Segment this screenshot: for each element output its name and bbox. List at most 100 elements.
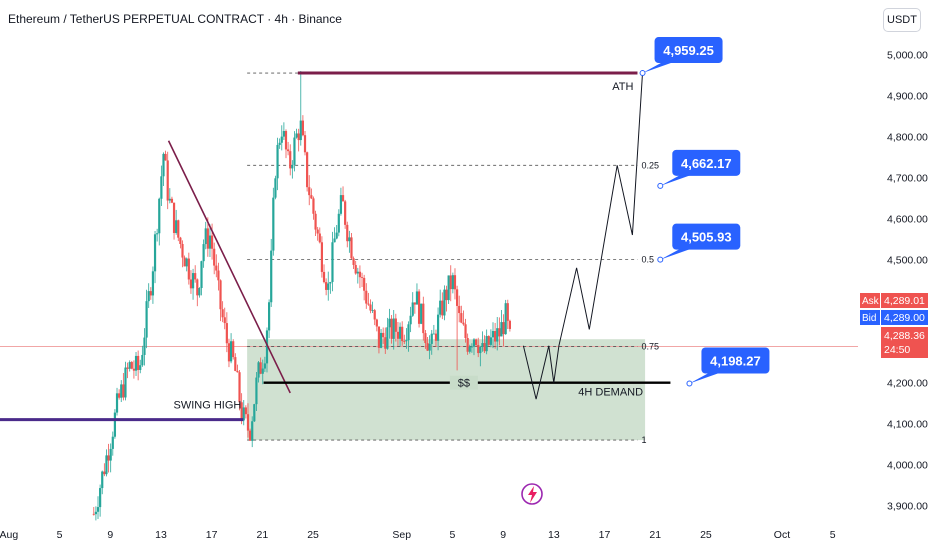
callout-label: 4,505.93 [681, 230, 732, 245]
candle-body [284, 131, 288, 150]
candle-body [337, 213, 340, 233]
candle-body [168, 198, 171, 201]
last-price-tag-bg [881, 327, 928, 358]
callout-anchor [686, 380, 693, 387]
candle-body [99, 488, 102, 508]
callout-pointer [689, 371, 724, 384]
candle-body [468, 346, 471, 352]
candle-body [253, 404, 256, 422]
candle-body [346, 224, 349, 242]
candle-body [506, 303, 509, 321]
candle-body [251, 421, 254, 441]
candle-body [388, 318, 391, 328]
candle-body [149, 291, 152, 296]
candle-countdown: 24:50 [884, 344, 910, 356]
ask-tag-bg [860, 293, 880, 308]
candle-body [358, 271, 362, 278]
candle-body [137, 355, 140, 370]
candle-body [464, 324, 467, 338]
candle-body [158, 198, 161, 234]
candle-body [162, 153, 165, 177]
x-axis-tick-label: 25 [700, 529, 712, 541]
candle-body [434, 333, 438, 341]
candle-body [386, 327, 389, 349]
candle-body [130, 362, 133, 369]
candle-body [477, 345, 480, 354]
candle-body [101, 471, 104, 489]
candle-body [367, 303, 370, 305]
candle-body [270, 250, 273, 303]
candle-body [407, 324, 410, 341]
y-axis-tick-label: 5,000.00 [887, 50, 928, 62]
candle-body [238, 372, 241, 403]
x-axis-tick-label: 5 [450, 529, 456, 541]
candle-body [498, 328, 501, 337]
candle-body [371, 310, 374, 311]
candle-body [331, 242, 334, 282]
x-axis-tick-label: 17 [599, 529, 611, 541]
candle-body [436, 314, 440, 341]
candle-body [215, 265, 218, 271]
currency-badge[interactable]: USDT [883, 8, 921, 32]
candle-body [504, 303, 507, 335]
candle-body [500, 322, 503, 337]
candle-body [160, 176, 163, 199]
fib-level-label: 1 [641, 435, 646, 445]
candle-body [156, 233, 159, 235]
candle-body [246, 414, 250, 431]
candle-body [202, 244, 205, 262]
candle-body [335, 232, 338, 239]
candle-body [107, 455, 110, 461]
callout-box [672, 149, 741, 176]
candle-body [348, 237, 351, 242]
x-axis-tick-label: 9 [500, 529, 506, 541]
candle-body [276, 144, 279, 179]
candle-body [208, 235, 212, 249]
candle-body [356, 271, 359, 274]
candle-body [441, 300, 444, 316]
x-axis-tick-label: 5 [830, 529, 836, 541]
candle-body [470, 346, 473, 348]
candle-body [453, 275, 457, 290]
swing-high-label: SWING HIGH [173, 400, 241, 412]
candle-body [443, 289, 446, 316]
callout-label: 4,198.27 [710, 353, 761, 368]
x-axis-tick-label: Sep [392, 529, 411, 541]
candle-body [329, 281, 332, 284]
candle-body [200, 261, 203, 289]
candle-body [445, 289, 448, 301]
candle-body [350, 237, 353, 259]
candle-body [360, 277, 364, 278]
candle-body [472, 339, 476, 347]
x-axis-tick-label: 5 [57, 529, 63, 541]
callout-label: 4,662.17 [681, 156, 732, 171]
candle-body [415, 291, 419, 305]
candle-body [225, 323, 228, 344]
candle-body [287, 149, 290, 152]
candle-body [139, 365, 142, 370]
candle-body [352, 258, 355, 265]
candle-body [210, 235, 214, 249]
candle-body [489, 337, 492, 345]
candle-body [394, 318, 397, 332]
candle-body [115, 393, 119, 413]
x-axis-tick-label: 13 [155, 529, 167, 541]
candle-body [122, 384, 125, 398]
ath-label: ATH [612, 81, 633, 93]
candle-body [124, 367, 127, 398]
candle-body [175, 220, 178, 233]
lightning-icon[interactable] [521, 483, 543, 505]
candle-body [289, 151, 292, 169]
candle-body [314, 213, 317, 230]
candle-body [145, 301, 148, 338]
candle-body [111, 436, 114, 449]
candle-body [390, 318, 393, 339]
candle-body [259, 362, 262, 374]
candle-body [417, 291, 421, 324]
candle-body [242, 407, 245, 421]
candle-body [333, 238, 336, 243]
candle-body [265, 330, 269, 364]
candle-body [392, 318, 395, 339]
candle-body [183, 257, 186, 267]
